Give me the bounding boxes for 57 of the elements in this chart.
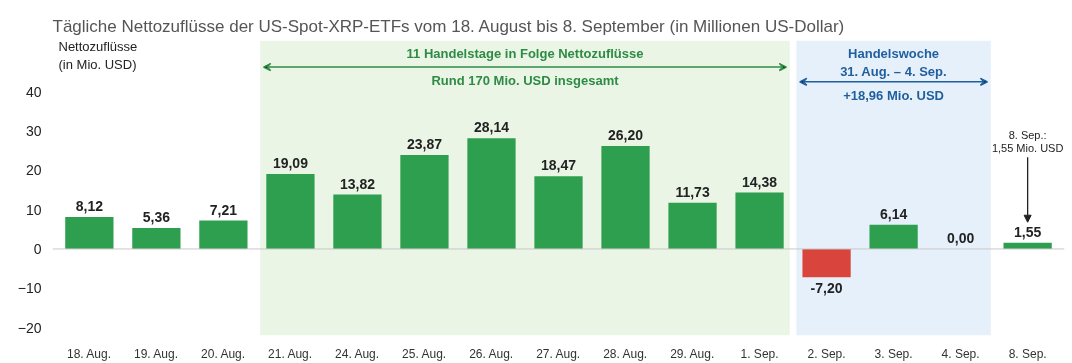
x-tick-label: 19. Aug.	[134, 346, 179, 361]
x-tick-label: 18. Aug.	[67, 346, 112, 361]
band-label: Handelswoche 31. Aug. – 4. Sep.	[840, 46, 947, 79]
band-label: 11 Handelstage in Folge Nettozuflüsse	[406, 46, 644, 62]
bar	[735, 192, 784, 249]
data-label: 26,20	[608, 127, 644, 144]
data-label: 5,36	[142, 208, 171, 225]
bar	[333, 194, 382, 249]
y-tick-label: 10	[25, 201, 42, 218]
y-tick-label: 30	[25, 122, 42, 139]
x-tick-label: 24. Aug.	[335, 346, 380, 361]
bar	[132, 227, 181, 249]
y-tick-label: −20	[17, 319, 42, 336]
y-tick-label: −10	[17, 280, 42, 297]
chart-title: Tägliche Nettozuflüsse der US-Spot-XRP-ETFs vom 18. August bis 8. September (in Millionen US-Dollar)	[52, 16, 845, 36]
x-tick-label: 1. Sep.	[740, 346, 779, 361]
annotation: +18,96 Mio. USD	[843, 87, 944, 103]
y-tick-label: 20	[25, 162, 42, 179]
bar	[65, 217, 114, 249]
x-tick-label: 28. Aug.	[603, 346, 648, 361]
data-label: 18,47	[540, 157, 577, 174]
data-label: 28,14	[473, 119, 510, 136]
bar	[467, 138, 516, 249]
x-tick-label: 27. Aug.	[536, 346, 581, 361]
x-tick-label: 29. Aug.	[670, 346, 715, 361]
x-tick-label: 21. Aug.	[268, 346, 313, 361]
data-label: -7,20	[810, 280, 843, 297]
x-tick-label: 25. Aug.	[402, 346, 447, 361]
bar	[199, 220, 248, 249]
data-label: 1,55	[1014, 223, 1042, 240]
x-tick-label: 26. Aug.	[469, 346, 514, 361]
data-label: 23,87	[406, 136, 443, 153]
x-tick-label: 4. Sep.	[941, 346, 980, 361]
x-tick-label: 3. Sep.	[874, 346, 913, 361]
data-label: 19,09	[272, 154, 309, 171]
x-tick-label: 20. Aug.	[201, 346, 246, 361]
data-label: 14,38	[742, 173, 778, 190]
data-label: 8,12	[75, 198, 104, 215]
data-label: 11,73	[675, 183, 710, 200]
y-tick-label: 0	[33, 240, 42, 257]
bar	[668, 202, 717, 249]
data-label: 7,21	[209, 201, 238, 218]
bar	[534, 176, 583, 249]
x-tick-label: 8. Sep.	[1008, 346, 1047, 361]
annotation: Rund 170 Mio. USD insgesamt	[431, 72, 620, 88]
bar	[601, 145, 650, 249]
bar	[869, 224, 918, 249]
data-label: 13,82	[339, 175, 376, 192]
data-label: 6,14	[879, 205, 908, 222]
bar	[802, 248, 851, 278]
data-label: 0,00	[947, 230, 975, 247]
annotation: 8. Sep.: 1,55 Mio. USD	[991, 128, 1064, 155]
x-tick-label: 2. Sep.	[807, 346, 846, 361]
y-axis-title: Nettozuflüsse (in Mio. USD)	[58, 38, 138, 72]
bar	[266, 173, 315, 249]
y-tick-label: 40	[25, 83, 42, 100]
bar	[400, 155, 449, 249]
